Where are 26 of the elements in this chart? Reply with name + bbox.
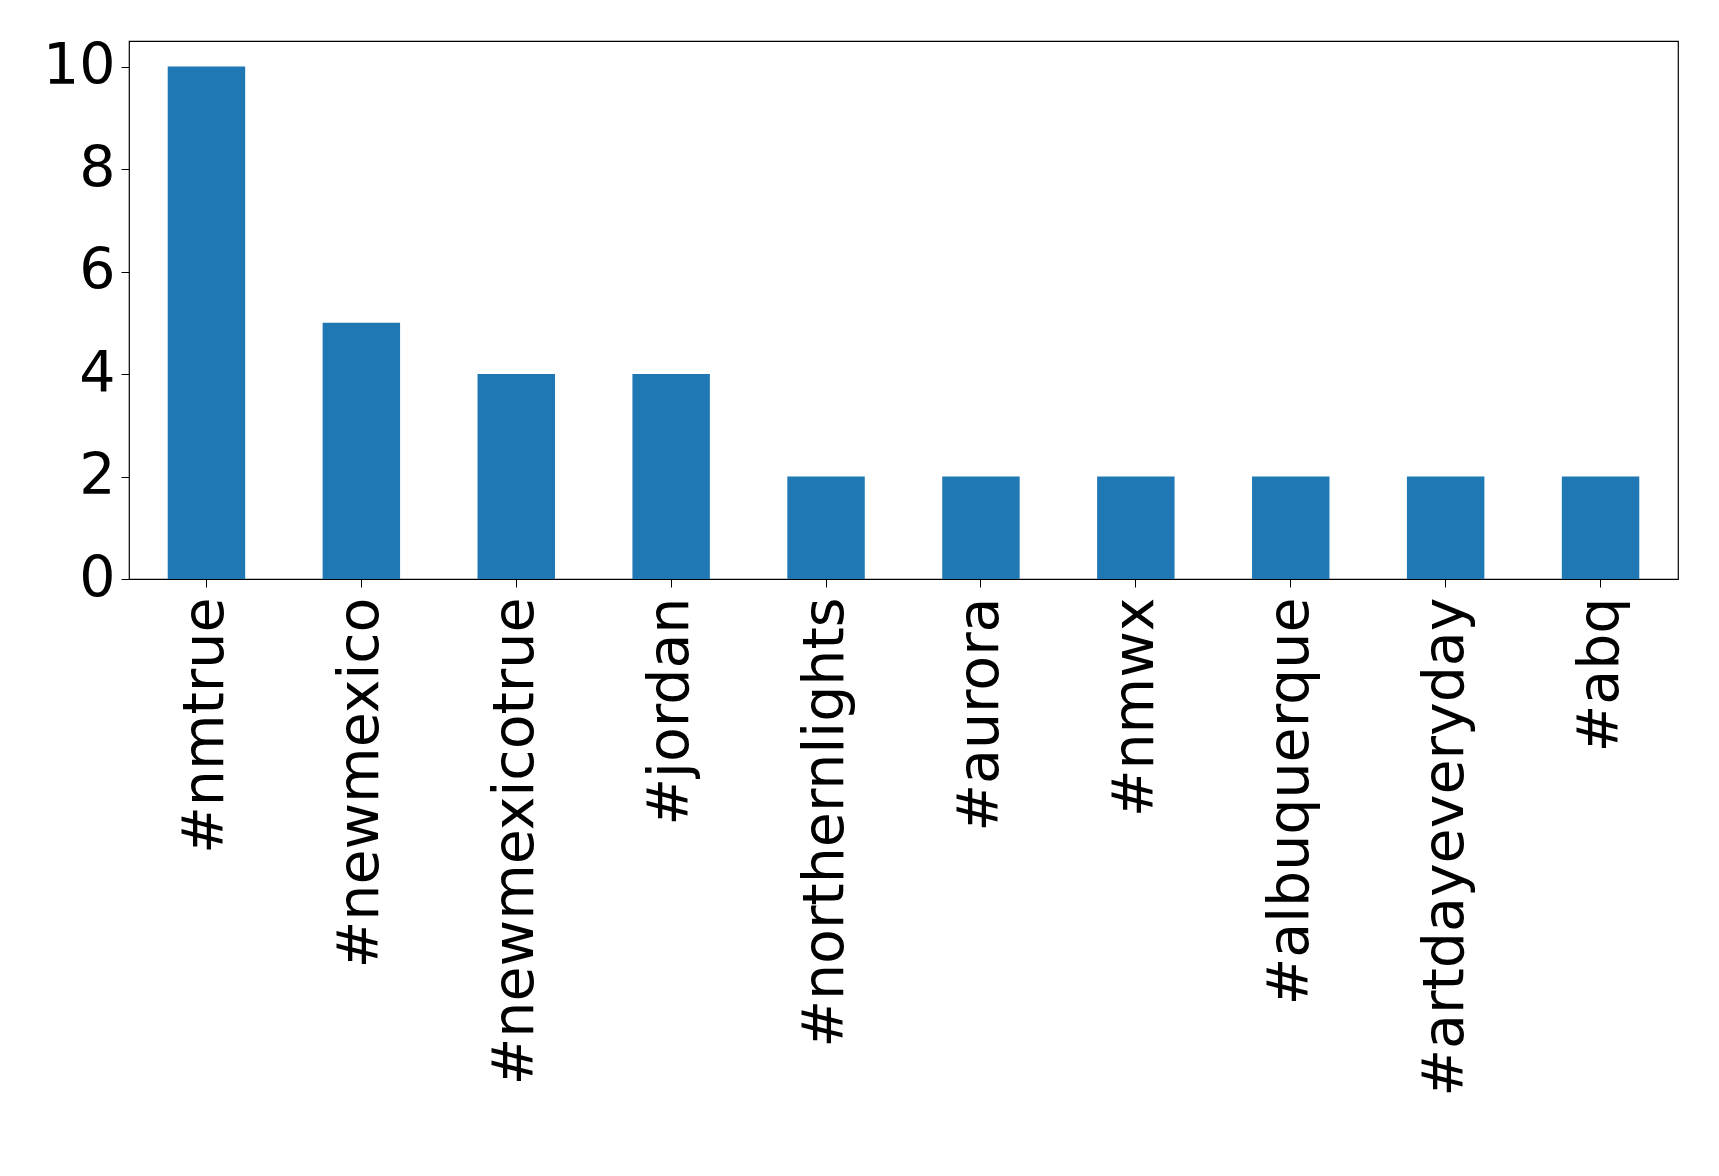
bar	[1252, 476, 1330, 579]
x-tick-label: #nmtrue	[170, 597, 237, 854]
bar	[322, 322, 401, 579]
y-tick-label: 10	[42, 31, 116, 98]
bar	[787, 476, 865, 579]
y-tick-label: 6	[79, 236, 116, 303]
bar	[167, 66, 246, 579]
x-tick-label: #jordan	[635, 597, 702, 826]
bar	[1561, 476, 1640, 579]
bar	[1097, 476, 1175, 579]
y-tick-label: 0	[79, 543, 116, 610]
y-tick-label: 8	[79, 133, 116, 200]
bar	[477, 374, 555, 579]
y-tick-label: 4	[79, 338, 116, 405]
x-tick-label: #aurora	[944, 597, 1011, 832]
x-tick-label: #artdayeveryday	[1409, 597, 1476, 1097]
x-tick-label: #newmexicotrue	[480, 597, 547, 1086]
bar	[1406, 476, 1485, 579]
x-tick-label: #albuquerque	[1254, 597, 1321, 1006]
bar	[942, 476, 1020, 579]
x-tick-label: #northernlights	[790, 597, 857, 1048]
x-tick-label: #abq	[1564, 597, 1631, 753]
x-tick-label: #nmwx	[1099, 597, 1166, 818]
bar	[632, 374, 710, 579]
y-tick-label: 2	[79, 441, 116, 508]
x-tick-label: #newmexico	[325, 597, 392, 969]
